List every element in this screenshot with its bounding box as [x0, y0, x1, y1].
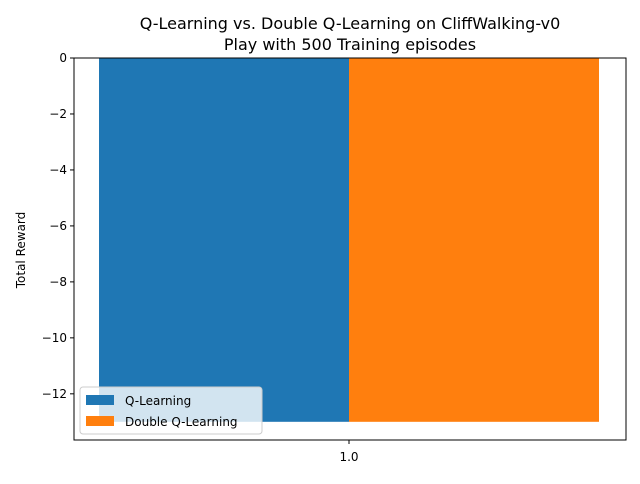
chart-title: Q-Learning vs. Double Q-Learning on Clif…	[140, 14, 561, 33]
plot-frame	[73, 57, 627, 441]
bar-q-learning	[99, 58, 349, 422]
bar-double-q-learning	[349, 58, 599, 422]
legend: Q-Learning Double Q-Learning	[79, 386, 263, 435]
y-tick-label: −2	[49, 107, 67, 121]
axes-layer: 0 −2 −4 −6 −8 −10 −12 1.0	[42, 51, 627, 464]
legend-box	[79, 386, 263, 435]
y-tick-label: −12	[42, 387, 67, 401]
bars-layer	[99, 58, 599, 422]
x-tick-label: 1.0	[339, 450, 358, 464]
y-tick-label: −10	[42, 331, 67, 345]
legend-label: Q-Learning	[125, 394, 191, 408]
y-tick-label: 0	[59, 51, 67, 65]
legend-swatch	[86, 395, 114, 405]
y-tick-label: −4	[49, 163, 67, 177]
legend-label: Double Q-Learning	[125, 415, 238, 429]
legend-swatch	[86, 416, 114, 426]
y-tick-label: −6	[49, 219, 67, 233]
chart-subtitle: Play with 500 Training episodes	[224, 35, 476, 54]
y-axis-label: Total Reward	[14, 212, 28, 290]
y-tick-label: −8	[49, 275, 67, 289]
